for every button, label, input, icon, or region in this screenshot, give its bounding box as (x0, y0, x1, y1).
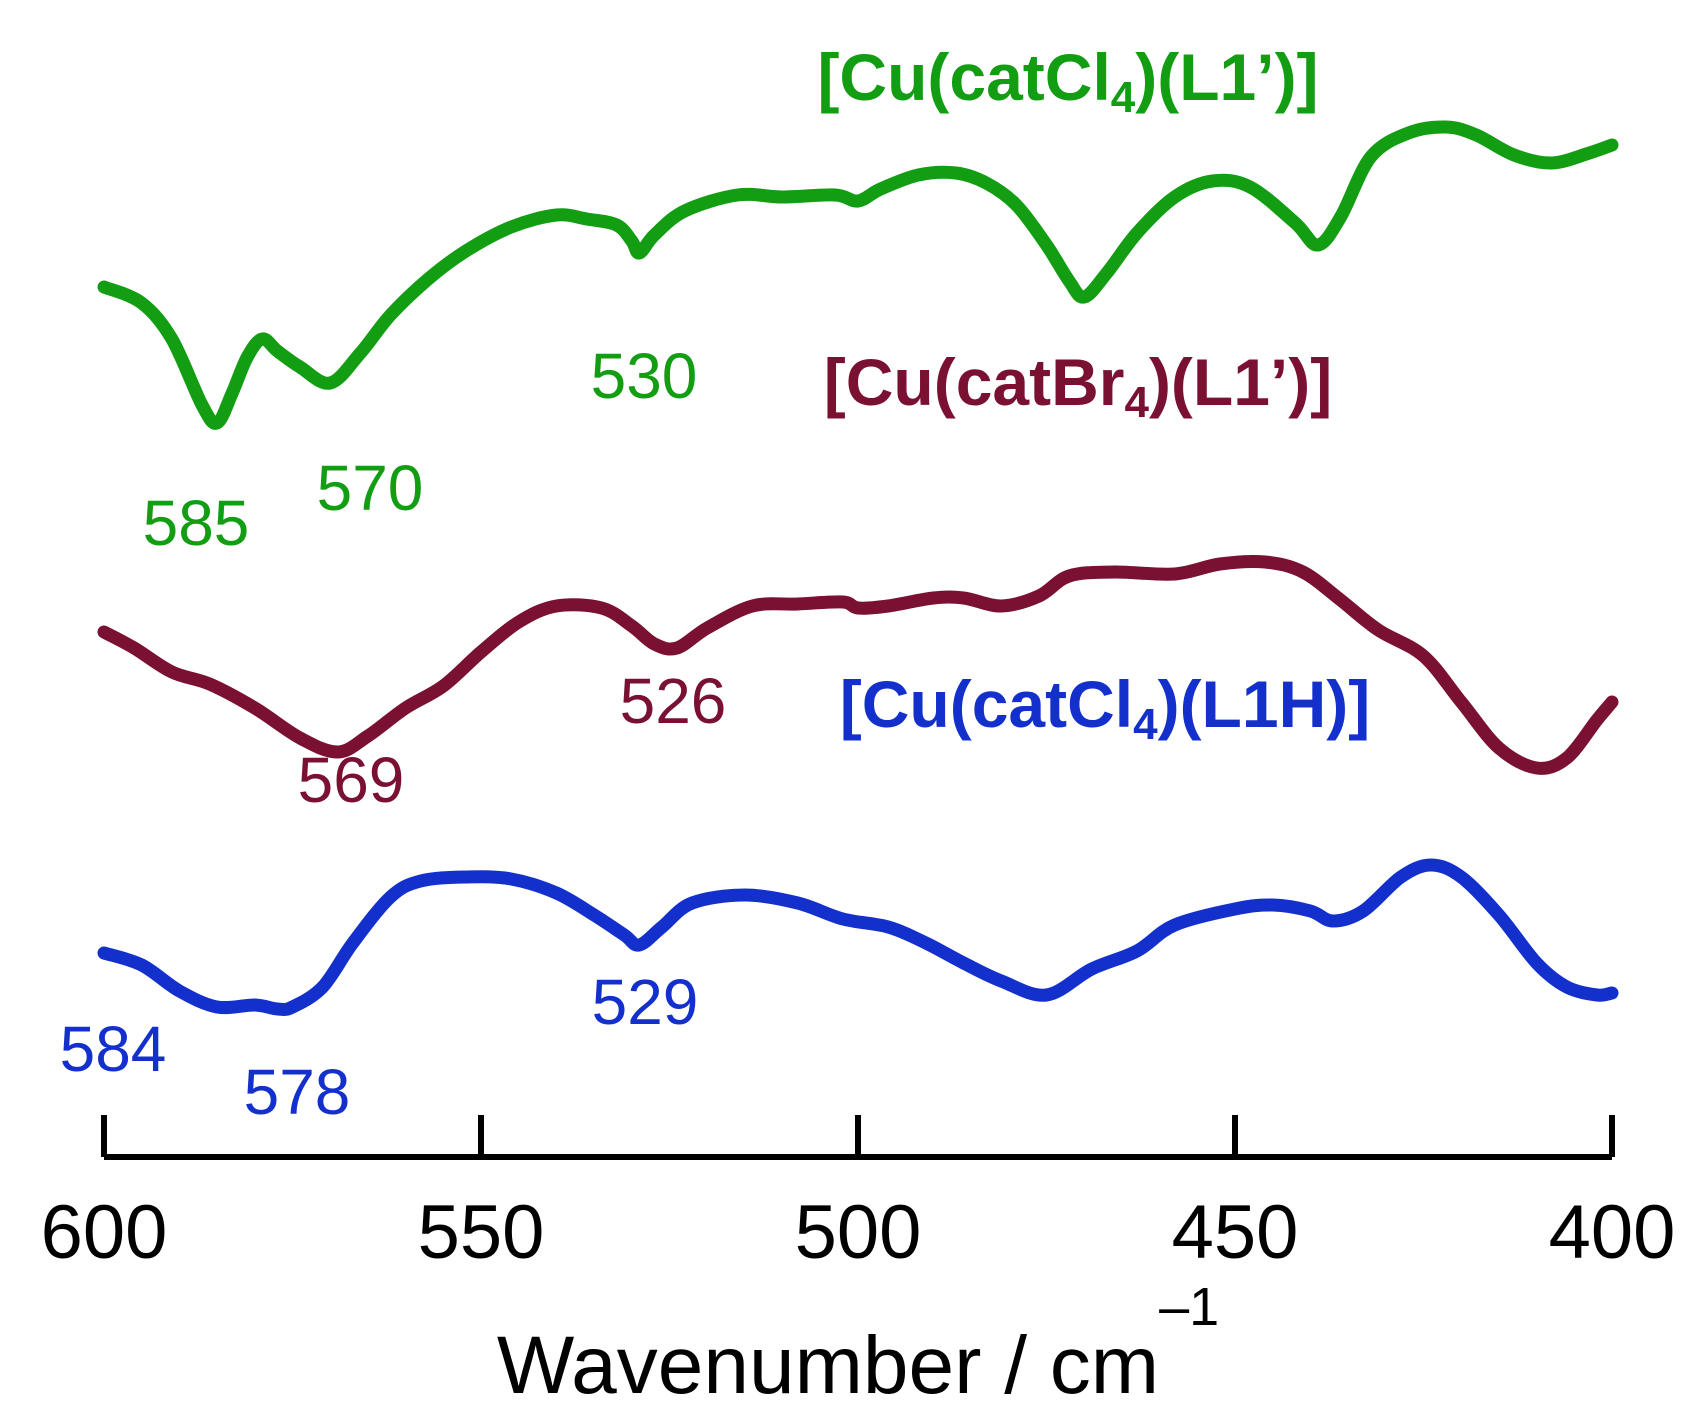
x-tick-label: 450 (1172, 1190, 1299, 1275)
series-title-subscript: 4 (1124, 378, 1149, 427)
series-line-catcl4-l1prime (97, 120, 1619, 430)
x-axis-title-superscript: –1 (1159, 1277, 1219, 1337)
series-title-part: )(L1’)] (1135, 40, 1318, 114)
series-title-part: [Cu(catBr (824, 345, 1125, 419)
series-title-catbr4-l1prime: [Cu(catBr4)(L1’)] (824, 345, 1332, 427)
series-line-catbr4-l1prime (97, 554, 1619, 775)
x-tick-label: 600 (41, 1190, 168, 1275)
series-title-catcl4-l1h: [Cu(catCl4)(L1H)] (840, 667, 1370, 749)
x-axis-title: Wavenumber / cm–1 (497, 1277, 1219, 1410)
plot-area (97, 120, 1619, 1016)
series-title-part: [Cu(catCl (840, 667, 1133, 741)
peak-label: 578 (244, 1056, 351, 1128)
series-title-part: )(L1’)] (1149, 345, 1332, 419)
peak-label: 569 (298, 744, 405, 816)
x-axis: 600 550 500 450 400 Wavenumber / cm–1 (41, 1115, 1676, 1410)
peak-label: 526 (620, 665, 727, 737)
peak-label: 584 (60, 1013, 167, 1085)
series-title-part: )(L1H)] (1158, 667, 1371, 741)
x-axis-title-text: Wavenumber / cm (497, 1320, 1159, 1410)
series-title-subscript: 4 (1111, 73, 1136, 122)
x-tick-label: 400 (1549, 1190, 1676, 1275)
peak-label: 585 (143, 487, 250, 559)
series-title-subscript: 4 (1133, 700, 1158, 749)
series-title-part: [Cu(catCl (817, 40, 1110, 114)
x-tick-label: 550 (418, 1190, 545, 1275)
x-tick-label: 500 (795, 1190, 922, 1275)
peak-label: 570 (317, 452, 424, 524)
series-title-catcl4-l1prime: [Cu(catCl4)(L1’)] (817, 40, 1318, 122)
peak-label: 530 (591, 340, 698, 412)
peak-label: 529 (592, 966, 699, 1038)
peak-labels: 585 570 530 569 526 584 578 529 (60, 340, 727, 1128)
series-line-catcl4-l1h (97, 858, 1619, 1016)
